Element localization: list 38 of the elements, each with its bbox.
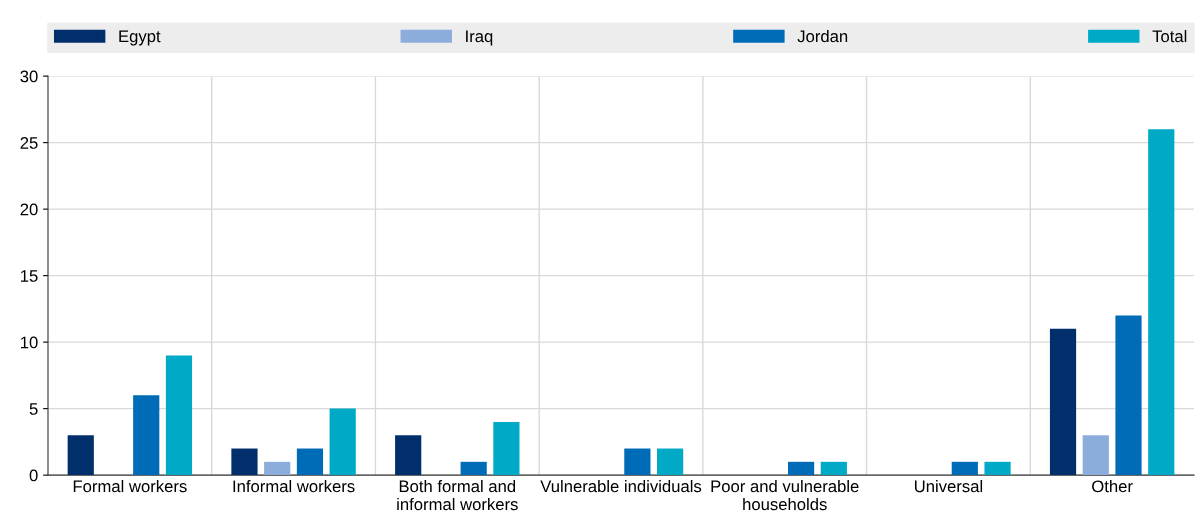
bar (296, 448, 324, 476)
bar (165, 355, 193, 476)
x-tick-label: Vulnerable individuals (540, 479, 702, 493)
y-tick-label: 25 (20, 137, 38, 149)
legend-label: Jordan (797, 29, 848, 43)
bar (133, 395, 160, 476)
bar (329, 408, 356, 476)
bar (1082, 435, 1109, 476)
bar (657, 448, 684, 476)
bar (1115, 315, 1142, 476)
bar (1148, 129, 1175, 476)
y-tick-label: 20 (20, 203, 38, 216)
x-tick-label: Other (1092, 479, 1133, 493)
y-tick-label: 5 (29, 403, 38, 415)
x-tick-label: Universal (914, 479, 983, 493)
bar (395, 435, 422, 476)
bar (231, 448, 258, 476)
x-tick-label: Poor and vulnerable households (711, 479, 859, 511)
bar (1049, 328, 1077, 476)
bar (951, 461, 978, 476)
bar (820, 461, 847, 476)
y-tick-label: 15 (21, 270, 38, 282)
legend-label: Iraq (466, 30, 493, 46)
y-tick-label: 0 (29, 469, 38, 482)
legend-label: Egypt (119, 30, 161, 46)
y-tick-label: 30 (20, 70, 38, 83)
bar (787, 461, 815, 476)
bar (984, 461, 1011, 476)
bar (67, 435, 94, 476)
bar (493, 421, 520, 476)
x-tick-label: Informal workers (233, 479, 355, 493)
bar (264, 461, 291, 476)
bar (624, 448, 651, 476)
x-tick-label: Formal workers (73, 479, 187, 493)
x-tick-label: Both formal and informal workers (397, 479, 518, 511)
y-tick-label: 10 (21, 336, 38, 349)
bar (460, 461, 487, 476)
legend-label: Total (1152, 29, 1187, 43)
